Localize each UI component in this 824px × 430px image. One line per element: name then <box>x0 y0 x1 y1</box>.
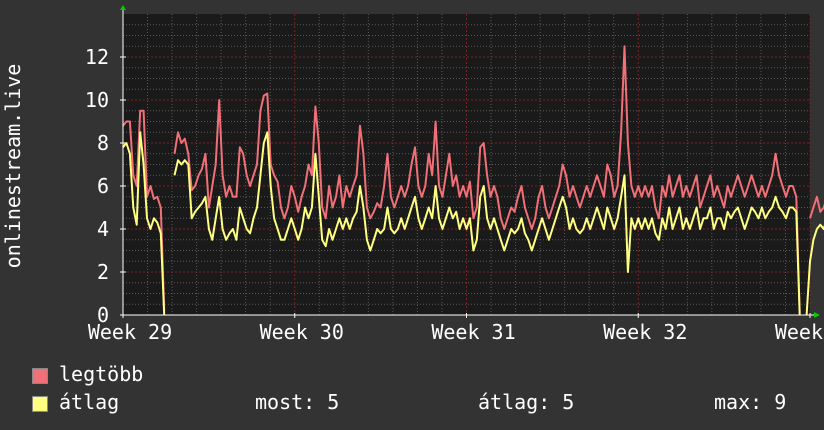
legend-swatch-max <box>32 368 48 384</box>
legend-label-avg: átlag <box>59 390 120 414</box>
series-line-max <box>122 109 166 311</box>
series-group <box>122 45 824 316</box>
y-axis-label: onlinestream.live <box>1 64 25 269</box>
y-tick-label: 0 <box>97 303 109 327</box>
x-tick-label: Week 29 <box>88 320 172 344</box>
stat-average: átlag: 5 <box>478 390 575 414</box>
x-tick-label: Week 30 <box>260 320 344 344</box>
y-tick-label: 2 <box>97 260 109 284</box>
axes: 0 2 4 6 8 10 12 Week 29 Week 30 Week 31 Week 32 Wee… <box>85 5 824 344</box>
x-tick-label: Week 33 <box>775 320 824 344</box>
y-tick-label: 4 <box>97 217 109 241</box>
series-line-avg <box>122 131 166 316</box>
series-line-max <box>173 45 801 313</box>
y-tick-label: 10 <box>85 88 109 112</box>
grid <box>122 14 811 315</box>
legend-label-max: legtöbb <box>59 362 144 386</box>
x-tick-label: Week 32 <box>603 320 687 344</box>
x-tick-label: Week 31 <box>431 320 515 344</box>
legend-swatch-avg <box>32 396 48 412</box>
x-axis-arrow <box>814 312 820 318</box>
series-line-avg <box>805 223 824 316</box>
series-line-max <box>809 195 824 219</box>
y-tick-label: 6 <box>97 174 109 198</box>
y-tick-label: 8 <box>97 131 109 155</box>
y-tick-label: 12 <box>85 45 109 69</box>
stat-now: most: 5 <box>255 390 340 414</box>
stat-max: max: 9 <box>714 390 787 414</box>
series-line-avg <box>173 131 801 316</box>
y-axis-arrow <box>120 5 126 10</box>
